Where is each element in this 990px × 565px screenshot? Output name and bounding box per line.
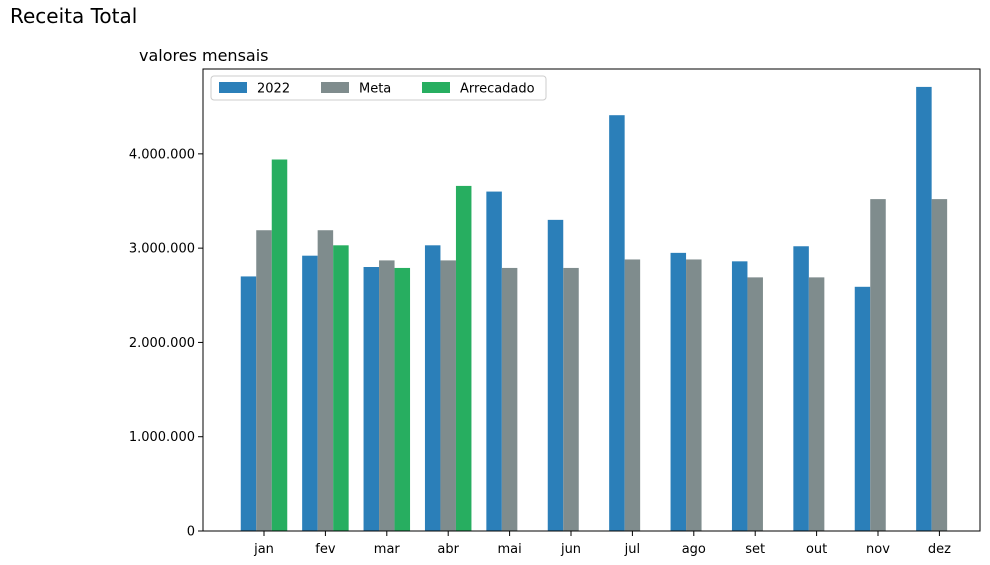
y-tick-label: 1.000.000 [129, 430, 195, 445]
bar-2022-mar [363, 267, 380, 531]
x-tick-label-abr: abr [437, 542, 459, 557]
x-tick-label-mai: mai [497, 542, 521, 557]
y-tick-label: 0 [187, 525, 195, 540]
bars-group [240, 86, 948, 532]
x-tick-label-mar: mar [374, 542, 401, 557]
legend-swatch-2022 [219, 82, 247, 93]
bar-meta-out [808, 277, 825, 531]
bar-2022-jul [609, 115, 625, 531]
bar-arrecadado-jan [271, 159, 288, 531]
bar-meta-jun [563, 267, 579, 531]
bar-meta-set [747, 277, 763, 531]
bar-2022-jan [240, 276, 257, 531]
bar-meta-jul [624, 259, 641, 531]
bar-meta-mai [501, 267, 518, 531]
x-tick-label-ago: ago [682, 542, 706, 557]
x-tick-label-jul: jul [624, 542, 640, 557]
legend-swatch-arrecadado [422, 82, 450, 93]
bar-arrecadado-mar [394, 267, 411, 531]
legend-box [210, 75, 547, 101]
bar-2022-jun [547, 219, 564, 532]
x-tick-label-jun: jun [560, 542, 581, 557]
bar-meta-abr [440, 260, 456, 531]
bar-meta-jan [256, 230, 272, 532]
legend-label-arrecadado: Arrecadado [460, 82, 535, 97]
bar-arrecadado-abr [455, 185, 472, 531]
plot-frame [202, 68, 981, 532]
bar-meta-ago [686, 259, 702, 531]
y-tick-label: 2.000.000 [129, 336, 195, 351]
y-tick-label: 3.000.000 [129, 242, 195, 257]
x-tick-label-out: out [806, 542, 827, 557]
x-axis: jan fev mar abr mai jun jul ago set out nov dez [253, 531, 951, 557]
bar-meta-dez [931, 199, 948, 532]
legend-label-2022: 2022 [257, 82, 290, 97]
bar-2022-out [793, 246, 809, 531]
legend-label-meta: Meta [359, 82, 391, 97]
bar-meta-mar [379, 260, 395, 531]
bar-2022-set [731, 261, 748, 531]
x-tick-label-nov: nov [866, 542, 890, 557]
bar-2022-mai [486, 191, 502, 531]
x-tick-label-set: set [745, 542, 765, 557]
y-tick-label: 4.000.000 [129, 147, 195, 162]
bar-2022-abr [424, 245, 441, 531]
bar-meta-nov [870, 199, 886, 532]
chart-subtitle: valores mensais [139, 46, 269, 65]
legend-swatch-meta [321, 82, 349, 93]
x-tick-label-fev: fev [315, 542, 336, 557]
figure-title: Receita Total [10, 4, 138, 28]
bar-2022-nov [854, 286, 871, 531]
legend: 2022 Meta Arrecadado [210, 75, 547, 101]
x-tick-label-jan: jan [253, 542, 274, 557]
bar-2022-ago [670, 252, 687, 532]
bar-meta-fev [317, 230, 334, 532]
y-axis: 0 1.000.000 2.000.000 3.000.000 4.000.000 [129, 147, 203, 540]
x-tick-label-dez: dez [928, 542, 951, 557]
bar-arrecadado-fev [333, 245, 349, 531]
bar-2022-fev [302, 255, 318, 531]
bar-2022-dez [916, 86, 932, 531]
